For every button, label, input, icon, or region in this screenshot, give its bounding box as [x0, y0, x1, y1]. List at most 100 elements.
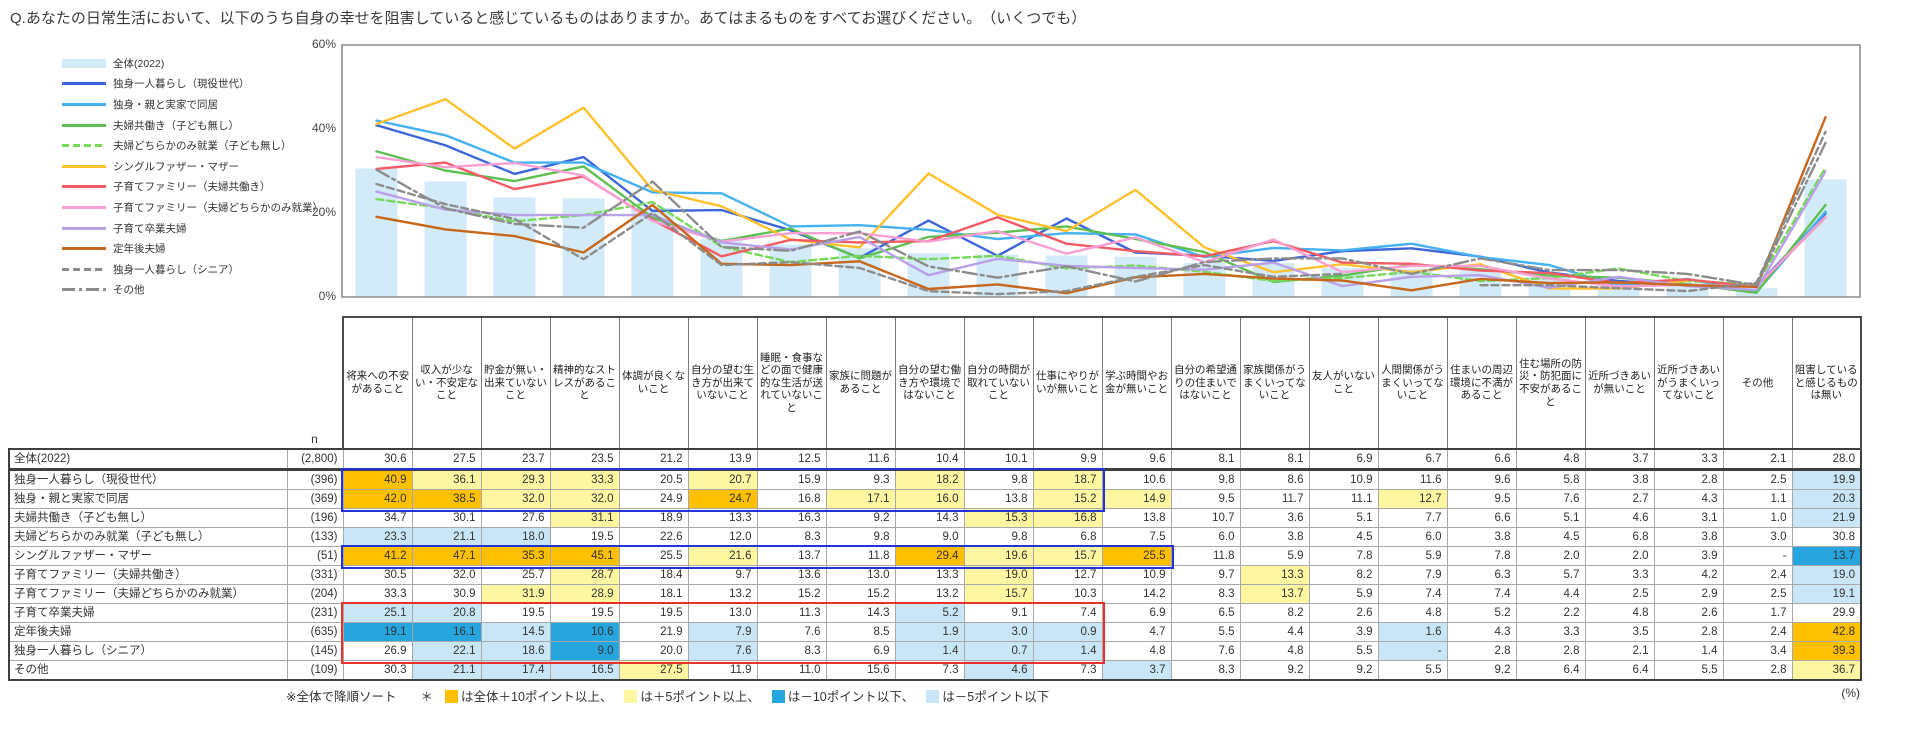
legend-swatch-dashdot	[62, 288, 106, 292]
table-cell: 3.7	[1101, 660, 1172, 681]
column-header: 自分の望む生き方が出来ていないこと	[687, 316, 758, 450]
legend-square-text: は＋5ポイント以上、	[640, 690, 760, 704]
table-cell: 7.9	[687, 622, 758, 642]
table-cell: 5.5	[1653, 660, 1724, 681]
legend-swatch-solid	[62, 164, 106, 168]
table-cell: 12.5	[756, 448, 827, 471]
table-cell: 2.8	[1653, 622, 1724, 642]
column-header: 学ぶ時間やお金が無いこと	[1101, 316, 1172, 450]
page-title: Q.あなたの日常生活において、以下のうち自身の幸せを阻害していると感じているもの…	[10, 10, 1087, 27]
table-cell: 6.4	[1515, 660, 1586, 681]
column-header: 住まいの周辺環境に不満があること	[1446, 316, 1517, 450]
table-cell: 27.5	[411, 448, 482, 471]
table-cell: 2.4	[1722, 622, 1793, 642]
unit-label: (%)	[1841, 686, 1860, 700]
table-cell: 3.1	[1653, 508, 1724, 528]
table-cell: 13.6	[756, 565, 827, 585]
table-row: 独身・親と実家で同居 (369) 42.0 38.5 32.0 32.0 24.9 24.7 1…	[8, 489, 1862, 509]
table-row: 夫婦共働き（子ども無し） (196) 34.7 30.1 27.6 31.1 18.9 13.…	[8, 508, 1862, 528]
table-cell: 7.4	[1032, 603, 1103, 623]
table-cell: 5.9	[1377, 546, 1448, 566]
table-cell: 6.3	[1446, 565, 1517, 585]
table-cell: 2.4	[1722, 565, 1793, 585]
row-n: (51)	[286, 546, 344, 566]
table-cell: 30.9	[411, 584, 482, 604]
legend-swatch-solid	[62, 205, 106, 209]
table-cell: 6.9	[1101, 603, 1172, 623]
legend-square-text: は－10ポイント以下、	[787, 690, 915, 704]
table-cell: 19.1	[1791, 584, 1862, 604]
table-cell: 32.0	[480, 489, 551, 509]
table-cell: 10.3	[1032, 584, 1103, 604]
table-cell: 6.7	[1377, 448, 1448, 471]
legend-square	[445, 690, 458, 703]
table-cell: 17.1	[825, 489, 896, 509]
table-cell: 1.0	[1722, 508, 1793, 528]
highlight-legend: は全体＋10ポイント以上、 は＋5ポイント以上、 は－10ポイント以下、 は－5ポイン…	[433, 690, 1049, 704]
legend-square	[926, 690, 940, 703]
table-cell: 10.1	[963, 448, 1034, 471]
table-cell: 6.4	[1584, 660, 1655, 681]
table-cell: 13.9	[687, 448, 758, 471]
row-label: 独身一人暮らし（現役世代）	[8, 469, 288, 490]
table-cell: 13.0	[825, 565, 896, 585]
table-cell: 10.7	[1170, 508, 1241, 528]
table-cell: 20.3	[1791, 489, 1862, 509]
table-cell: 2.6	[1653, 603, 1724, 623]
legend-item: その他	[62, 280, 323, 301]
legend-label: 定年後夫婦	[113, 243, 166, 256]
table-row: 子育てファミリー（夫婦どちらかのみ就業） (204) 33.3 30.9 31.9 28.…	[8, 584, 1862, 604]
row-label: 子育てファミリー（夫婦共働き）	[8, 565, 288, 585]
table-cell: 9.8	[963, 469, 1034, 490]
table-cell: 4.7	[1101, 622, 1172, 642]
table-cell: 4.4	[1239, 622, 1310, 642]
table-cell: 4.4	[1515, 584, 1586, 604]
table-cell: 7.4	[1446, 584, 1517, 604]
table-cell: 15.2	[756, 584, 827, 604]
table-cell: 9.7	[687, 565, 758, 585]
table-cell: 4.5	[1515, 527, 1586, 547]
table-cell: 5.5	[1170, 622, 1241, 642]
table-cell: 23.3	[342, 527, 413, 547]
table-cell: 10.9	[1101, 565, 1172, 585]
legend-item: 独身一人暮らし（シニア）	[62, 259, 323, 280]
table-cell: 33.3	[342, 584, 413, 604]
row-n: (196)	[286, 508, 344, 528]
legend-item: 子育てファミリー（夫婦どちらかのみ就業）	[62, 197, 323, 218]
table-row: シングルファザー・マザー (51) 41.2 47.1 35.3 45.1 25.5 21.6…	[8, 546, 1862, 566]
legend-item: 独身・親と実家で同居	[62, 94, 323, 115]
row-label: 定年後夫婦	[8, 622, 288, 642]
table-cell: 9.0	[894, 527, 965, 547]
table-cell: 15.7	[1032, 546, 1103, 566]
column-header: 精神的なストレスがあること	[549, 316, 620, 450]
table-cell: 10.4	[894, 448, 965, 471]
table-cell: 20.0	[618, 641, 689, 661]
table-cell: 8.2	[1239, 603, 1310, 623]
legend-label: 子育てファミリー（夫婦共働き）	[113, 181, 271, 194]
table-cell: 6.0	[1377, 527, 1448, 547]
row-label: 子育てファミリー（夫婦どちらかのみ就業）	[8, 584, 288, 604]
table-cell: 24.7	[687, 489, 758, 509]
table-cell: 8.3	[1170, 660, 1241, 681]
table-cell: 6.6	[1446, 448, 1517, 471]
table-cell: 6.5	[1170, 603, 1241, 623]
table-cell: 27.6	[480, 508, 551, 528]
legend-label: その他	[113, 284, 145, 297]
row-label: 全体(2022)	[8, 448, 288, 471]
table-row: 夫婦どちらかのみ就業（子ども無し） (133) 23.3 21.1 18.0 19.5 22…	[8, 527, 1862, 547]
table-cell: 9.9	[1032, 448, 1103, 471]
table-cell: 8.3	[756, 641, 827, 661]
table-cell: -	[1377, 641, 1448, 661]
legend-swatch-solid	[62, 102, 106, 106]
table-cell: 3.8	[1653, 527, 1724, 547]
row-n: (231)	[286, 603, 344, 623]
table-cell: 7.6	[1170, 641, 1241, 661]
table-cell: 2.9	[1653, 584, 1724, 604]
table-cell: 11.6	[825, 448, 896, 471]
table-cell: 11.6	[1377, 469, 1448, 490]
table-cell: 30.6	[342, 448, 413, 471]
table-cell: 30.5	[342, 565, 413, 585]
table-cell: 13.0	[687, 603, 758, 623]
y-tick-label: 0%	[318, 289, 336, 303]
table-cell: 13.7	[1791, 546, 1862, 566]
